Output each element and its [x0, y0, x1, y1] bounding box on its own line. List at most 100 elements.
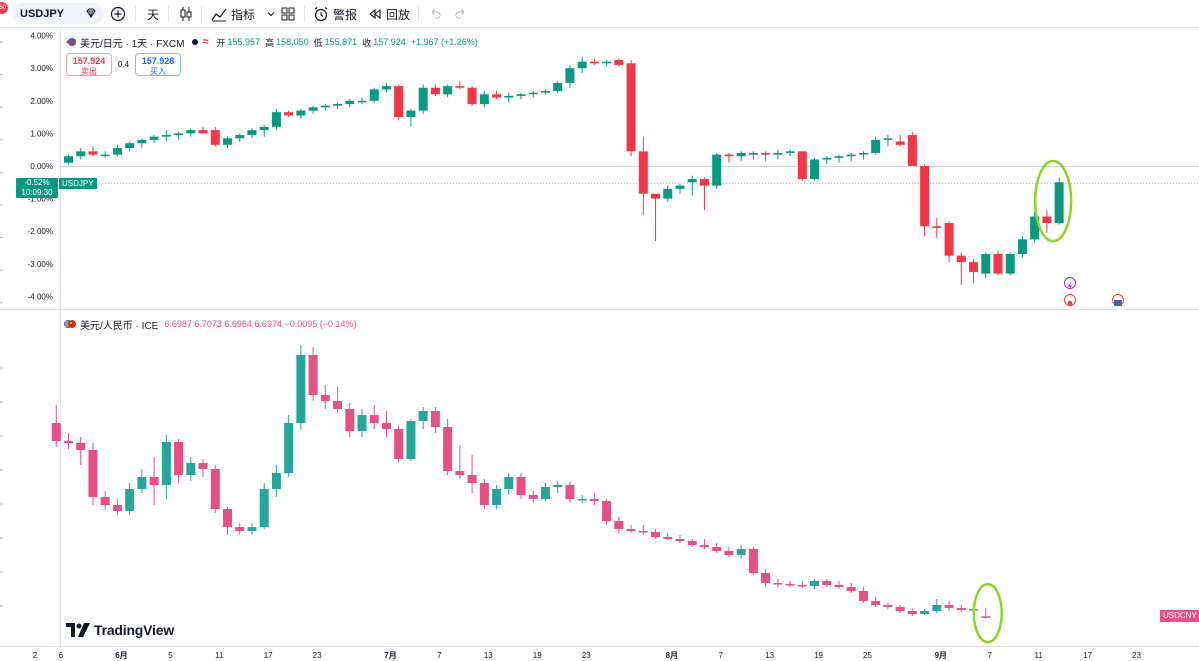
candle-body — [565, 68, 575, 83]
candle-body — [675, 539, 685, 541]
candle-body — [271, 112, 281, 127]
y-tick-label: -2.00% — [28, 227, 53, 236]
candle-body — [64, 156, 73, 163]
candle-body — [614, 521, 624, 529]
redo-button[interactable] — [454, 4, 468, 24]
candle-body — [822, 157, 832, 160]
x-tick-label: 7 — [437, 651, 442, 660]
price-scale-label: -0.52% 10:09:30 — [16, 178, 58, 198]
candle-body — [834, 156, 844, 158]
candle-body — [871, 139, 881, 153]
chevron-down-icon[interactable] — [267, 10, 275, 18]
candle-body — [504, 477, 514, 489]
diamond-icon[interactable] — [84, 6, 98, 20]
x-tick-label: 25 — [863, 651, 872, 660]
notification-badge[interactable]: 50 — [0, 2, 8, 14]
chart-canvas[interactable]: 4.00% 3.00% 2.00% 1.00% 0.00% -1.00% -2.00% -3.… — [0, 29, 1199, 661]
candle-body — [394, 86, 404, 118]
candle-body — [333, 401, 343, 409]
candle-body — [149, 136, 159, 140]
open-label: 开 — [216, 37, 226, 48]
candle-body — [271, 473, 281, 489]
x-tick-label: 9月 — [935, 651, 947, 660]
candle-body — [712, 154, 722, 186]
candle-body — [626, 63, 636, 152]
toolbar-divider — [304, 6, 305, 22]
usdcny-legend[interactable]: 美元/人民币 · ICE 6.6987 6.7073 6.6964 6.6974… — [64, 317, 362, 332]
undo-button[interactable] — [428, 4, 442, 24]
plus-circle-icon — [110, 6, 126, 22]
candle-body — [443, 86, 453, 95]
candle-body — [761, 573, 771, 583]
interval-button[interactable]: 天 — [147, 4, 159, 24]
candle-body — [430, 411, 440, 427]
candle-body — [907, 611, 917, 614]
record-event-icon[interactable] — [1064, 294, 1076, 306]
candle-body — [492, 489, 502, 505]
candle-body — [467, 475, 477, 483]
x-tick-label: 19 — [533, 651, 542, 660]
sell-button[interactable]: 157.924 卖出 — [66, 53, 112, 76]
low-label: 低 — [313, 37, 323, 48]
indicators-button[interactable]: 指标 — [211, 4, 275, 24]
y-tick-label: -3.00% — [28, 260, 53, 269]
candle-body — [944, 223, 954, 256]
toolbar-divider — [168, 6, 169, 22]
x-tick-label: 13 — [484, 651, 493, 660]
candle-body — [748, 549, 758, 573]
replay-button[interactable]: 回放 — [368, 4, 410, 24]
usdjpy-legend[interactable]: 美元/日元 · 1天 · FXCM ≈ 开 155.957 高 158.050 … — [64, 35, 483, 50]
candle-body — [981, 254, 991, 274]
candle-body — [125, 143, 135, 149]
toolbar-divider — [418, 6, 419, 22]
x-tick-label: 2 — [33, 651, 38, 660]
candle-body — [235, 135, 245, 139]
candle-body — [626, 529, 636, 531]
candle-body — [186, 463, 196, 475]
candle-body — [785, 151, 795, 153]
x-tick-label: 6月 — [115, 651, 127, 660]
usdjpy-title: 美元/日元 · 1天 · FXCM — [80, 38, 185, 50]
candle-body — [907, 135, 917, 166]
candle-body — [76, 151, 86, 157]
candle-body — [883, 138, 893, 140]
tradingview-logo[interactable]: TradingView — [66, 621, 174, 639]
symbol-search[interactable]: USDJPY — [12, 3, 104, 24]
x-tick-label: 13 — [765, 651, 774, 660]
candle-body — [614, 60, 624, 65]
candle-body — [455, 471, 465, 475]
candle-body — [161, 135, 171, 137]
candle-body — [198, 463, 208, 469]
candle-body — [651, 532, 661, 537]
candle-body — [320, 105, 330, 108]
compare-button[interactable] — [110, 4, 126, 24]
candle-body — [516, 477, 526, 495]
lightning-event-icon[interactable] — [1064, 277, 1076, 290]
y-tick-label: 0.00% — [30, 162, 53, 171]
layouts-button[interactable] — [281, 4, 295, 24]
candle-body — [724, 551, 734, 555]
candle-body — [64, 441, 73, 443]
candle-body — [357, 100, 367, 103]
alerts-button[interactable]: 警报 — [313, 4, 357, 24]
candle-body — [956, 608, 966, 610]
price-label-pct: -0.52% — [24, 178, 50, 187]
close-value: 157.924 — [373, 37, 406, 47]
candle-body — [504, 95, 514, 98]
us-event-flag-icon[interactable] — [1112, 294, 1124, 306]
candle-body — [247, 130, 257, 136]
x-tick-label: 7 — [718, 651, 723, 660]
y-tick-label: 3.00% — [30, 64, 53, 73]
candle-body — [1042, 216, 1052, 224]
buy-button[interactable]: 157.928 买入 — [135, 53, 181, 76]
candle-body — [920, 611, 930, 614]
us-japan-flag-icon — [64, 37, 76, 47]
us-china-flag-icon — [64, 320, 76, 328]
candle-body — [222, 509, 232, 527]
candle-body — [663, 188, 673, 199]
candle-body — [174, 133, 184, 136]
undo-icon — [431, 9, 441, 19]
chart-type-button[interactable] — [178, 4, 194, 24]
candle-body — [528, 495, 538, 499]
candle-body — [406, 110, 416, 118]
